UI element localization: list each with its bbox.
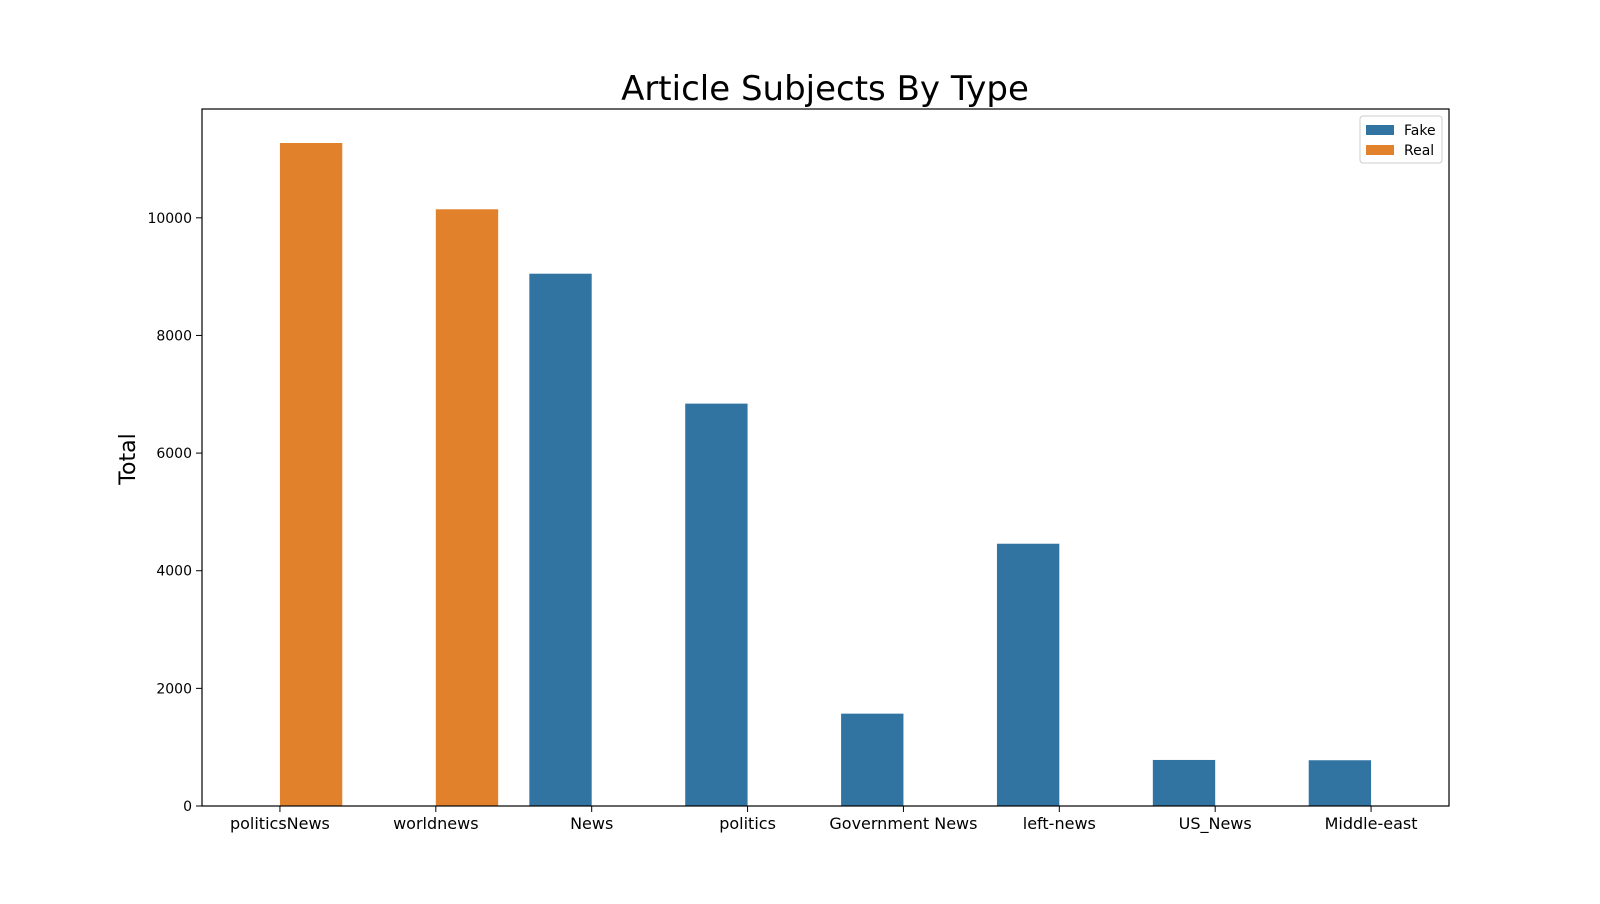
legend-label: Fake — [1404, 123, 1436, 139]
plot-frame — [201, 108, 1450, 807]
x-tick-label: Government News — [829, 814, 977, 833]
bar-real — [435, 209, 499, 807]
x-tick-label: News — [570, 814, 613, 833]
x-tick-label: worldnews — [393, 814, 478, 833]
chart-title: Article Subjects By Type — [621, 69, 1029, 109]
y-tick-label: 8000 — [156, 328, 192, 344]
y-tick-label: 10000 — [147, 211, 192, 227]
bar-real — [279, 142, 343, 806]
bar-fake — [841, 713, 904, 806]
y-tick-label: 2000 — [156, 681, 192, 697]
x-tick-label: Middle-east — [1325, 814, 1418, 833]
y-tick-label: 4000 — [156, 564, 192, 580]
bar-fake — [685, 403, 748, 806]
y-axis-label: Total — [116, 433, 141, 485]
legend-swatch-fake — [1366, 125, 1394, 135]
bar-fake — [529, 273, 592, 806]
x-tick-label: politicsNews — [230, 814, 330, 833]
legend-swatch-real — [1366, 145, 1394, 155]
y-tick-label: 6000 — [156, 446, 192, 462]
x-tick-label: politics — [719, 814, 776, 833]
bar-fake — [1308, 760, 1372, 806]
x-tick-label: left-news — [1023, 814, 1096, 833]
y-tick-label: 0 — [183, 799, 192, 815]
x-axis-ticks: politicsNews worldnews News politics Governm… — [230, 806, 1418, 834]
legend-label: Real — [1404, 143, 1434, 159]
bars-group — [279, 142, 1372, 807]
x-tick-label: US_News — [1179, 814, 1252, 834]
bar-fake — [996, 543, 1060, 806]
y-axis-ticks: 0 2000 4000 6000 8000 10000 — [147, 211, 202, 815]
bar-fake — [1152, 759, 1216, 806]
legend: Fake Real — [1359, 115, 1443, 164]
